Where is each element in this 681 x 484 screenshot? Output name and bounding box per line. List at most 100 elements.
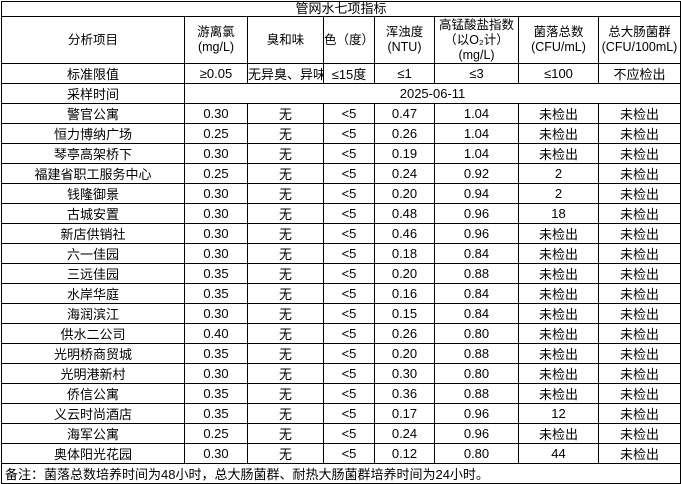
cell-value: 无 [247,443,324,464]
sampling-time-label: 采样时间 [1,83,185,104]
cell-value: 0.30 [184,363,248,384]
site-name: 恒力博纳广场 [1,123,185,144]
site-name: 琴亭高架桥下 [1,143,185,164]
cell-value: 未检出 [597,223,681,244]
table-row: 海润滨江 0.30 无 <5 0.15 0.84 未检出 未检出 [1,303,681,324]
cell-value: 1.04 [434,143,519,164]
cell-value: 无 [247,343,324,364]
table-row: 琴亭高架桥下 0.30 无 <5 0.19 1.04 未检出 未检出 [1,143,681,164]
cell-value: 0.16 [374,283,435,304]
cell-value: 未检出 [518,103,599,124]
header-unit: (CFU/100mL) [601,40,678,54]
cell-value: 0.96 [434,403,519,424]
cell-value: 未检出 [597,323,681,344]
header-line: 高锰酸盐指数 [438,17,514,32]
cell-value: 未检出 [597,263,681,284]
col-header-analysis-item: 分析项目 [1,16,185,64]
table-row: 六一佳园 0.30 无 <5 0.18 0.84 未检出 未检出 [1,243,681,264]
cell-value: 未检出 [597,163,681,184]
cell-value: 无 [247,263,324,284]
col-header-colony-count: 菌落总数 (CFU/mL) [518,16,599,64]
header-line: 总大肠菌群 [608,25,671,39]
header-line: 游离氯 [197,25,235,39]
table-row: 新店供销社 0.30 无 <5 0.46 0.96 未检出 未检出 [1,223,681,244]
col-header-color: 色（度） [323,16,375,64]
cell-value: 无 [247,423,324,444]
cell-value: <5 [323,443,375,464]
cell-value: 0.19 [374,143,435,164]
cell-value: 未检出 [597,423,681,444]
cell-value: 0.24 [374,423,435,444]
table-title-row: 管网水七项指标 [0,1,681,17]
col-header-permanganate-index: 高锰酸盐指数 （以O₂计） (mg/L) [434,16,519,64]
cell-value: 未检出 [597,283,681,304]
table-row: 奥体阳光花园 0.30 无 <5 0.12 0.80 44 未检出 [1,443,681,464]
cell-value: <5 [323,203,375,224]
cell-value: 1.04 [434,103,519,124]
cell-value: 未检出 [597,183,681,204]
site-name: 供水二公司 [1,323,185,344]
table-row: 古城安置 0.30 无 <5 0.48 0.96 18 未检出 [1,203,681,224]
limit-permanganate: ≤3 [434,63,519,84]
cell-value: 0.35 [184,343,248,364]
cell-value: 0.96 [434,203,519,224]
table-row: 福建省职工服务中心 0.25 无 <5 0.24 0.92 2 未检出 [1,163,681,184]
col-header-turbidity: 浑浊度 (NTU) [374,16,435,64]
cell-value: 未检出 [597,363,681,384]
cell-value: 0.25 [184,423,248,444]
cell-value: 0.88 [434,383,519,404]
site-name: 福建省职工服务中心 [1,163,185,184]
cell-value: 未检出 [518,323,599,344]
site-name: 六一佳园 [1,243,185,264]
cell-value: 0.35 [184,403,248,424]
cell-value: 无 [247,183,324,204]
standard-limit-row: 标准限值 ≥0.05 无异臭、异味 ≤15度 ≤1 ≤3 ≤100 不应检出 [1,63,681,84]
cell-value: <5 [323,163,375,184]
cell-value: <5 [323,223,375,244]
site-name: 光明港新村 [1,363,185,384]
cell-value: 0.35 [184,283,248,304]
cell-value: <5 [323,283,375,304]
cell-value: 无 [247,123,324,144]
cell-value: 0.30 [184,143,248,164]
table-row: 海军公寓 0.25 无 <5 0.24 0.96 未检出 未检出 [1,423,681,444]
cell-value: 0.80 [434,363,519,384]
cell-value: 无 [247,323,324,344]
cell-value: 未检出 [597,443,681,464]
cell-value: 未检出 [518,343,599,364]
header-unit: (CFU/mL) [531,40,586,54]
footnote-row: 备注：菌落总数培养时间为48小时，总大肠菌群、耐热大肠菌群培养时间为24小时。 [0,463,681,484]
cell-value: 未检出 [518,243,599,264]
cell-value: 0.26 [374,123,435,144]
cell-value: 未检出 [518,303,599,324]
cell-value: 未检出 [518,223,599,244]
cell-value: <5 [323,363,375,384]
cell-value: 0.47 [374,103,435,124]
cell-value: 未检出 [518,143,599,164]
site-name: 海润滨江 [1,303,185,324]
cell-value: 0.15 [374,303,435,324]
cell-value: <5 [323,343,375,364]
cell-value: 未检出 [597,403,681,424]
cell-value: <5 [323,123,375,144]
cell-value: <5 [323,243,375,264]
limit-total-coliform: 不应检出 [597,63,681,84]
sampling-time-row: 采样时间 2025-06-11 [1,83,681,104]
cell-value: 0.25 [184,123,248,144]
cell-value: 0.36 [374,383,435,404]
cell-value: 0.96 [434,223,519,244]
site-name: 义云时尚酒店 [1,403,185,424]
cell-value: 0.84 [434,303,519,324]
page-title: 管网水七项指标 [0,1,681,17]
cell-value: <5 [323,143,375,164]
cell-value: 0.84 [434,243,519,264]
site-name: 光明桥商贸城 [1,343,185,364]
table-row: 光明桥商贸城 0.35 无 <5 0.20 0.88 未检出 未检出 [1,343,681,364]
table-row: 义云时尚酒店 0.35 无 <5 0.17 0.96 12 未检出 [1,403,681,424]
cell-value: <5 [323,263,375,284]
table-row: 钱隆御景 0.30 无 <5 0.20 0.94 2 未检出 [1,183,681,204]
header-unit: (NTU) [387,40,422,54]
cell-value: <5 [323,183,375,204]
cell-value: 未检出 [518,363,599,384]
